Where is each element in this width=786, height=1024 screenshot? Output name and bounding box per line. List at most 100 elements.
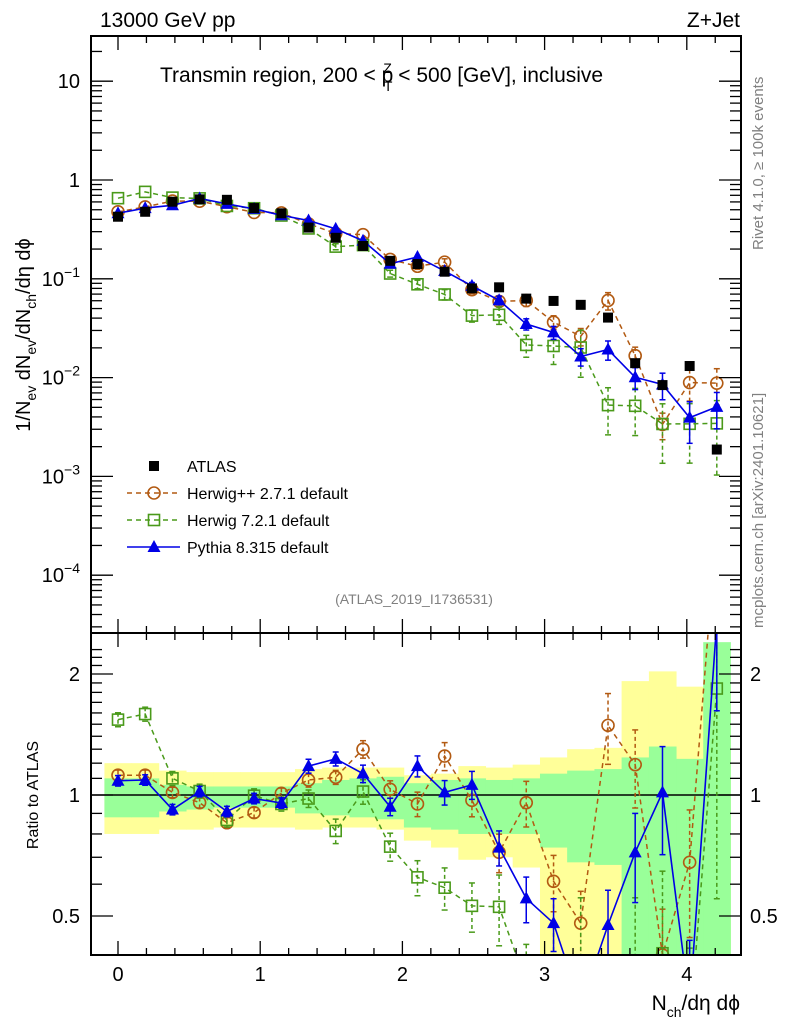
band-1sigma (539, 773, 568, 848)
main-point-atlas (249, 203, 260, 214)
ratio-point-pythia-8-315-default (547, 916, 561, 929)
main-point-atlas (603, 312, 614, 323)
ratio-panel-data (111, 519, 724, 1010)
ratio-point-herwig-7-2-1-default (138, 707, 152, 721)
main-point-herwig-7-2-1-default (492, 308, 506, 322)
main-point-pythia-8-315-default (302, 213, 316, 226)
ratio-point-pythia-8-315-default (138, 772, 152, 785)
main-point-pythia-8-315-default (329, 221, 343, 234)
band-1sigma (322, 779, 350, 816)
ratio-point-pythia-8-315-default (492, 840, 506, 853)
main-point-herwig-7-2-1-default (438, 288, 451, 301)
ratio-point-herwig-7-2-1-default (656, 946, 669, 954)
ratio-point-pythia-8-315-default (111, 773, 125, 786)
main-point-pythia-8-315-default (628, 370, 642, 383)
main-point-herwig-7-2-1-default (628, 399, 642, 413)
ratio-y-tick-label-right: 0.5 (750, 906, 778, 928)
main-point-pythia-8-315-default (519, 317, 533, 330)
main-point-atlas (358, 240, 369, 251)
main-point-pythia-8-315-default (710, 399, 724, 412)
ratio-point-herwig-2-7-1-default (410, 797, 425, 811)
ratio-y-tick-label: 1 (69, 785, 80, 807)
ratio-point-herwig-7-2-1-default (438, 881, 451, 895)
ratio-point-pythia-8-315-default (247, 791, 261, 804)
ratio-point-herwig-2-7-1-default (383, 782, 397, 797)
ratio-point-herwig-7-2-1-default (111, 713, 125, 726)
y-tick-label: 10−3 (42, 461, 80, 488)
ratio-point-herwig-7-2-1-default (411, 871, 424, 884)
x-tick-label: 1 (255, 964, 266, 986)
x-tick-label: 3 (539, 964, 550, 986)
main-point-herwig-7-2-1-default (547, 339, 560, 353)
ratio-point-pythia-8-315-default (193, 784, 207, 797)
ratio-point-herwig-2-7-1-default (328, 770, 343, 785)
band-1sigma (403, 783, 432, 828)
legend-label: Herwig++ 2.7.1 default (187, 486, 349, 503)
main-point-atlas (575, 299, 586, 310)
main-point-herwig-7-2-1-default (656, 417, 669, 431)
ratio-point-herwig-2-7-1-default (247, 805, 261, 820)
main-point-atlas (684, 361, 695, 372)
band-1sigma (567, 770, 595, 863)
main-point-herwig-7-2-1-default (411, 277, 424, 291)
main-y-axis-label: 1/Nev dNev/dNch/dη dϕ (13, 238, 39, 431)
legend-marker (147, 486, 161, 500)
x-axis-label: Nch/dη dϕ (652, 992, 740, 1020)
ratio-point-pythia-8-315-default (465, 777, 479, 790)
main-point-herwig-7-2-1-default (465, 309, 479, 322)
ratio-point-pythia-8-315-default (274, 796, 288, 809)
ratio-point-herwig-7-2-1-default (465, 899, 479, 913)
ratio-point-pythia-8-315-default (220, 804, 234, 817)
ratio-point-pythia-8-315-default (410, 759, 424, 772)
ratio-point-herwig-7-2-1-default (329, 824, 343, 838)
ratio-point-pythia-8-315-default (329, 751, 343, 764)
ratio-y-tick-label: 0.5 (52, 906, 80, 928)
x-tick-label: 0 (112, 964, 123, 986)
band-1sigma (213, 786, 242, 808)
main-point-pythia-8-315-default (574, 349, 588, 362)
ratio-point-herwig-2-7-1-default (519, 795, 534, 810)
ratio-point-pythia-8-315-default (383, 799, 397, 812)
ratio-point-herwig-2-7-1-default (628, 757, 642, 772)
ratio-point-herwig-2-7-1-default (682, 855, 697, 870)
main-point-pythia-8-315-default (601, 342, 615, 355)
ratio-point-herwig-2-7-1-default (165, 785, 180, 800)
main-point-atlas (494, 282, 505, 293)
main-point-pythia-8-315-default (492, 293, 506, 306)
y-tick-label: 10−4 (42, 560, 80, 587)
ratio-point-pythia-8-315-default (628, 845, 642, 858)
ratio-point-pythia-8-315-default (655, 785, 669, 798)
ratio-point-pythia-8-315-default (302, 759, 316, 772)
x-tick-label: 4 (681, 964, 692, 986)
main-point-pythia-8-315-default (683, 410, 697, 423)
main-point-atlas (276, 208, 287, 219)
ratio-y-tick-label-right: 1 (750, 785, 761, 807)
band-1sigma (594, 769, 623, 865)
ratio-point-pythia-8-315-default (574, 998, 587, 1010)
main-point-atlas (167, 196, 178, 207)
ratio-point-herwig-7-2-1-default (383, 840, 397, 853)
main-point-atlas (303, 222, 314, 233)
main-line-herwig-2-7-1-default (117, 200, 717, 427)
main-panel-data (111, 185, 724, 476)
ratio-point-pythia-8-315-default (519, 891, 533, 904)
ratio-point-pythia-8-315-default (165, 802, 179, 815)
main-point-atlas (521, 293, 532, 304)
main-point-herwig-7-2-1-default (519, 338, 533, 352)
ratio-point-herwig-7-2-1-default (166, 772, 179, 785)
main-point-atlas (466, 283, 477, 294)
main-point-atlas (711, 444, 722, 455)
ratio-y-tick-label: 2 (69, 664, 80, 686)
ratio-point-herwig-7-2-1-default (575, 963, 586, 974)
ratio-line-herwig-2-7-1-default (118, 634, 709, 954)
ratio-point-herwig-2-7-1-default (356, 742, 370, 756)
y-tick-label: 1 (69, 170, 80, 192)
main-point-atlas (548, 295, 559, 306)
ratio-point-herwig-2-7-1-default (711, 519, 723, 531)
ratio-point-herwig-7-2-1-default (302, 792, 315, 805)
legend-label: Pythia 8.315 default (187, 540, 329, 557)
main-point-herwig-2-7-1-default (601, 293, 615, 308)
main-point-herwig-7-2-1-default (601, 398, 615, 412)
axes: 0 1 2 3 4 10 1 10−1 10−2 10−3 10−4 0.5 0.5 1 1 2 2 (42, 35, 778, 986)
